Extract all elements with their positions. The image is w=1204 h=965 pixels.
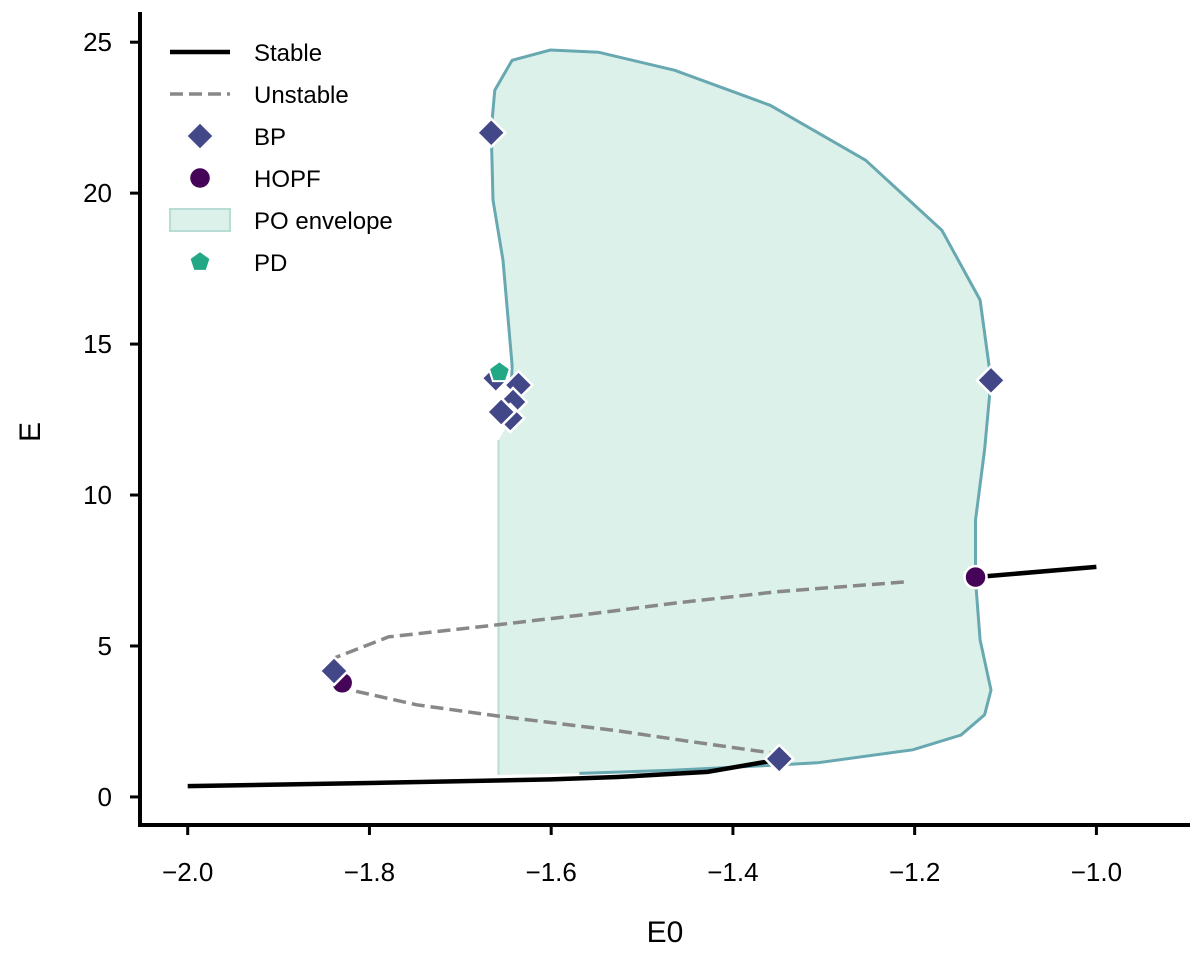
- bp-point: [318, 655, 350, 687]
- legend-po-swatch: [169, 208, 231, 232]
- x-tick-label: −1.6: [526, 857, 577, 887]
- y-tick-label: 20: [83, 178, 112, 208]
- x-tick-label: −1.0: [1071, 857, 1122, 887]
- legend-label: BP: [254, 124, 286, 151]
- y-axis-label: E: [14, 422, 47, 442]
- bp-point: [485, 396, 517, 428]
- x-tick-label: −1.4: [707, 857, 758, 887]
- bp-point: [763, 743, 796, 775]
- po-envelope-fill: [491, 50, 991, 775]
- po-envelope-edge: [489, 48, 993, 775]
- stable-branch-line: [975, 564, 1097, 580]
- y-tick-label: 0: [98, 782, 112, 812]
- x-tick-label: −1.8: [344, 857, 395, 887]
- legend-hopf-swatch: [187, 165, 213, 191]
- y-tick-label: 25: [83, 27, 112, 57]
- x-axis-label: E0: [647, 916, 684, 949]
- legend-bp-swatch: [184, 120, 216, 152]
- stable-branch-line: [187, 757, 778, 789]
- axes: −2.0 −1.8 −1.6 −1.4 −1.2 −1.0 0 5 10 15 20 25: [83, 12, 1190, 887]
- x-tick-label: −2.0: [162, 857, 213, 887]
- y-tick-label: 15: [83, 329, 112, 359]
- y-tick-label: 10: [83, 480, 112, 510]
- bp-point: [475, 116, 507, 149]
- pd-point: [487, 359, 512, 383]
- legend-label: PO envelope: [254, 208, 393, 235]
- legend-label: Unstable: [254, 82, 349, 109]
- legend-label: Stable: [254, 40, 322, 67]
- x-tick-label: −1.2: [889, 857, 940, 887]
- legend-label: HOPF: [254, 166, 321, 193]
- hopf-point: [963, 564, 988, 590]
- y-tick-label: 5: [98, 631, 112, 661]
- plot-area: [187, 48, 1097, 789]
- bp-point: [975, 364, 1007, 397]
- legend-label: PD: [254, 250, 287, 277]
- legend-pd-swatch: [188, 249, 212, 272]
- legend: Stable Unstable BP HOPF PO envelope PD: [169, 40, 393, 277]
